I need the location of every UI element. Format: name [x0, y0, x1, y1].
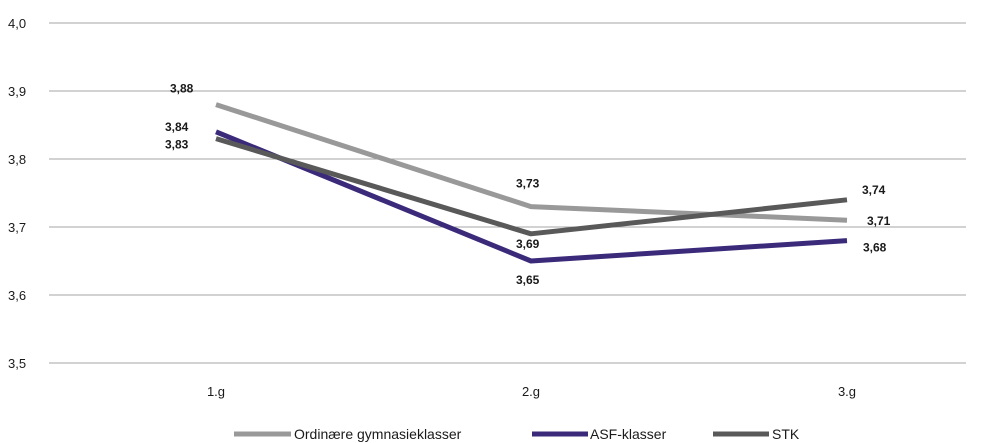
data-label: 3,69 [516, 237, 540, 251]
y-tick-label: 3,5 [8, 356, 26, 371]
data-label: 3,73 [516, 177, 540, 191]
y-tick-label: 3,8 [8, 152, 26, 167]
series-line [215, 136, 848, 237]
legend-label: Ordinære gymnasieklasser [294, 426, 462, 442]
x-axis-ticks: 1.g 2.g 3.g [207, 384, 856, 399]
legend-item: STK [713, 426, 800, 442]
y-tick-label: 3,6 [8, 288, 26, 303]
x-tick-label: 2.g [522, 384, 540, 399]
legend-item: ASF-klasser [532, 426, 667, 442]
data-label: 3,88 [170, 82, 194, 96]
data-label: 3,74 [862, 183, 886, 197]
x-tick-label: 3.g [838, 384, 856, 399]
gridlines [49, 22, 966, 364]
data-label: 3,83 [165, 138, 189, 152]
series-lines [215, 102, 848, 264]
data-label: 3,71 [867, 214, 891, 228]
legend-label: STK [772, 426, 800, 442]
data-label: 3,84 [165, 120, 189, 134]
y-tick-label: 4,0 [8, 16, 26, 31]
legend: Ordinære gymnasieklasser ASF-klasser STK [234, 426, 800, 442]
y-tick-label: 3,7 [8, 220, 26, 235]
legend-label: ASF-klasser [590, 426, 667, 442]
y-axis-ticks: 3,5 3,6 3,7 3,8 3,9 4,0 [8, 16, 26, 371]
data-label: 3,68 [863, 241, 887, 255]
y-tick-label: 3,9 [8, 84, 26, 99]
data-label: 3,65 [516, 273, 540, 287]
data-labels: 3,88 3,73 3,71 3,84 3,65 3,68 3,83 3,69 3,74 [165, 82, 891, 287]
series-line [215, 102, 848, 223]
legend-item: Ordinære gymnasieklasser [234, 426, 462, 442]
series-line [215, 129, 848, 264]
x-tick-label: 1.g [207, 384, 225, 399]
